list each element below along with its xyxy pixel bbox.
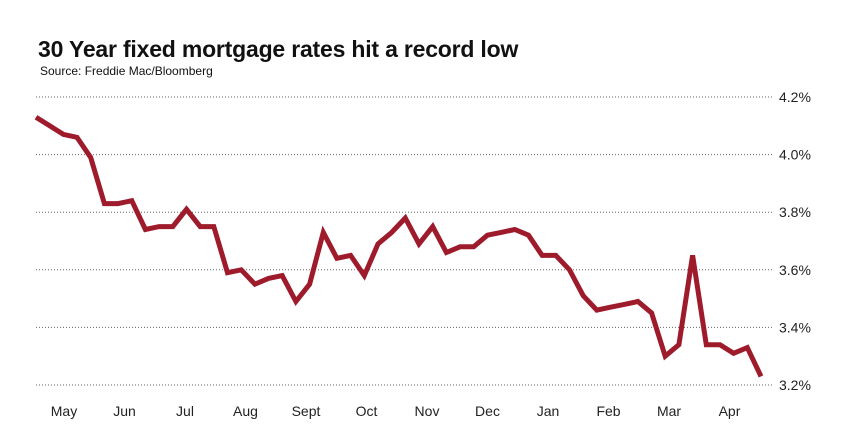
x-tick-label: Jun <box>113 403 136 419</box>
y-tick-label: 4.2% <box>779 89 811 105</box>
x-tick-label: Feb <box>596 403 620 419</box>
x-tick-label: Mar <box>657 403 681 419</box>
x-tick-label: Oct <box>356 403 378 419</box>
y-tick-label: 4.0% <box>779 147 811 163</box>
x-tick-label: Dec <box>475 403 500 419</box>
y-axis: 4.2% 4.0% 3.8% 3.6% 3.4% 3.2% <box>779 89 811 393</box>
chart-source: Source: Freddie Mac/Bloomberg <box>40 64 213 78</box>
y-tick-label: 3.4% <box>779 319 811 335</box>
y-tick-label: 3.6% <box>779 262 811 278</box>
x-tick-label: May <box>51 403 77 419</box>
plot-area <box>34 115 764 378</box>
y-tick-label: 3.8% <box>779 204 811 220</box>
x-tick-label: Sept <box>292 403 321 419</box>
x-tick-label: Aug <box>233 403 258 419</box>
x-tick-label: Jan <box>537 403 560 419</box>
x-axis: May Jun Jul Aug Sept Oct Nov Dec Jan Feb Mar Apr <box>51 403 741 419</box>
x-tick-label: Apr <box>719 403 741 419</box>
chart-title: 30 Year fixed mortgage rates hit a recor… <box>38 36 519 62</box>
x-tick-label: Jul <box>176 403 194 419</box>
x-tick-label: Nov <box>415 403 440 419</box>
series-line <box>34 115 764 378</box>
y-tick-label: 3.2% <box>779 377 811 393</box>
